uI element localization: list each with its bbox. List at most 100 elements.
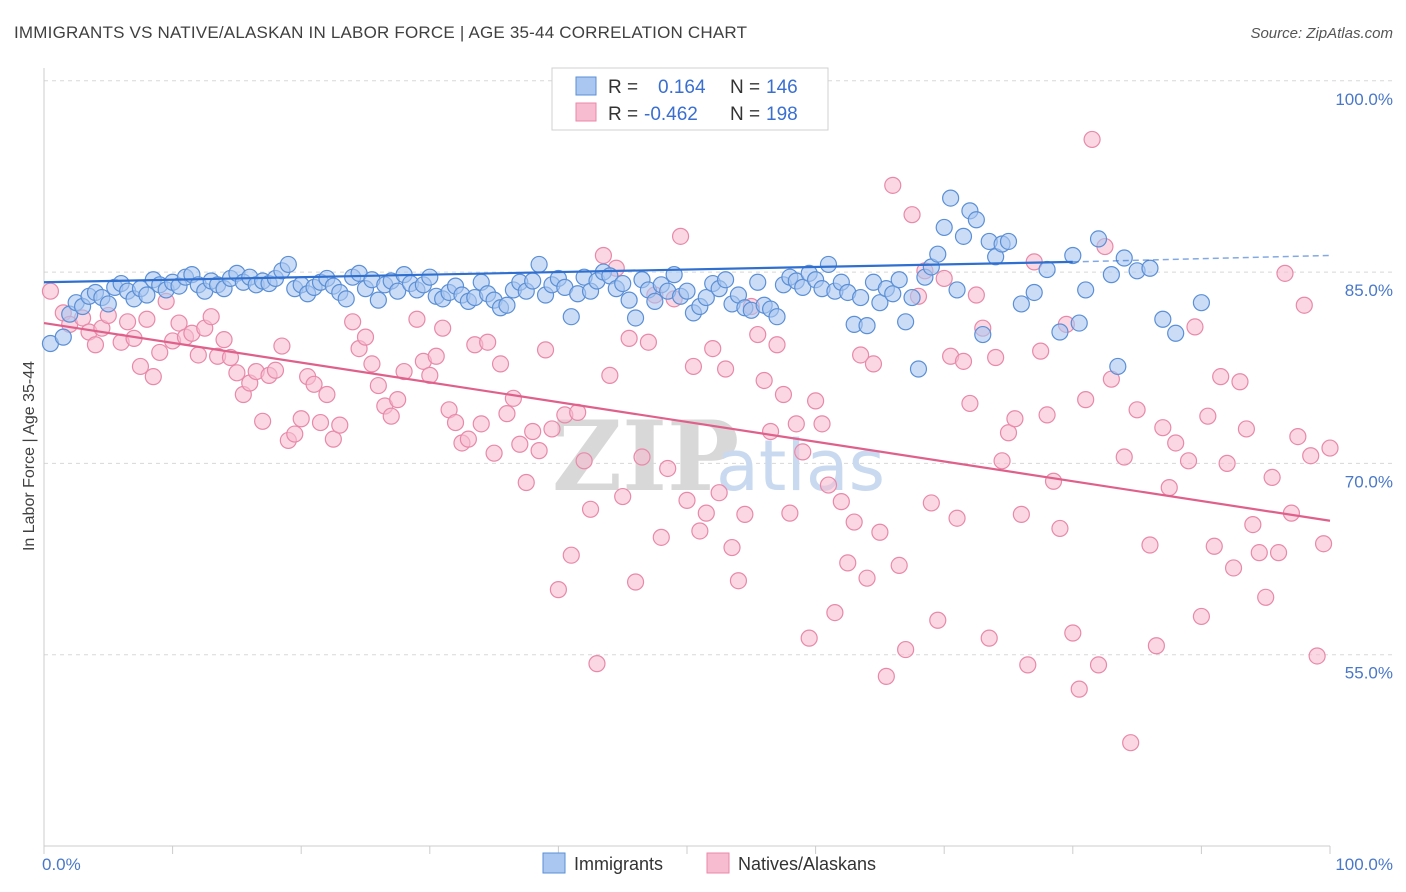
natives-point-184 (1276, 264, 1294, 282)
natives-point-79 (581, 500, 600, 518)
natives-point-155 (1070, 680, 1088, 698)
immigrants-point-131 (890, 271, 908, 289)
natives-point-45 (356, 328, 375, 346)
immigrants-point-154 (1070, 314, 1088, 332)
immigrants-point-156 (1089, 230, 1108, 248)
immigrants-point-137 (929, 245, 947, 263)
y-axis-label: In Labor Force | Age 35-44 (21, 361, 38, 551)
natives-point-87 (633, 448, 651, 466)
series-legend-swatch-immigrants (542, 852, 566, 874)
immigrants-point-155 (1077, 281, 1095, 299)
immigrants-point-153 (1064, 246, 1082, 265)
natives-point-117 (826, 603, 844, 622)
legend-r-value-natives: -0.462 (644, 104, 698, 125)
natives-point-169 (1179, 452, 1198, 470)
trend-lines (43, 254, 1331, 522)
immigrants-point-45 (337, 290, 355, 308)
natives-point-12 (138, 310, 156, 328)
immigrants-point-152 (1051, 323, 1069, 341)
immigrants-point-164 (1192, 294, 1211, 312)
natives-point-123 (864, 355, 883, 373)
natives-point-174 (1212, 368, 1230, 386)
natives-point-172 (1199, 407, 1217, 425)
natives-point-108 (768, 336, 786, 354)
immigrants-point-126 (858, 317, 876, 335)
natives-point-156 (1077, 391, 1095, 409)
immigrants-point-133 (903, 288, 921, 307)
natives-point-46 (363, 355, 381, 373)
immigrants-point-1 (54, 328, 72, 346)
natives-point-119 (839, 554, 857, 572)
natives-point-50 (389, 391, 407, 409)
natives-point-30 (254, 412, 272, 430)
immigrants-point-116 (794, 278, 812, 296)
natives-point-191 (1321, 439, 1339, 457)
natives-point-183 (1269, 544, 1288, 562)
natives-point-84 (614, 487, 632, 506)
natives-point-76 (562, 546, 580, 564)
immigrants-point-159 (1115, 249, 1133, 267)
immigrants-point-141 (954, 227, 973, 245)
legend-r-value-immigrants: 0.164 (658, 77, 706, 98)
natives-point-88 (639, 333, 658, 351)
series-legend: Immigrants Natives/Alaskans (542, 852, 876, 874)
immigrants-point-143 (967, 211, 985, 229)
natives-point-70 (524, 422, 542, 441)
natives-point-110 (781, 504, 799, 522)
natives-point-154 (1064, 624, 1082, 642)
natives-point-121 (852, 346, 870, 364)
natives-point-49 (382, 407, 400, 425)
natives-point-68 (511, 435, 529, 453)
immigrants-point-139 (942, 189, 960, 207)
natives-point-96 (691, 522, 709, 540)
natives-point-17 (170, 314, 188, 332)
y-tick-label-1: 85.0% (1345, 281, 1393, 300)
natives-point-66 (498, 405, 516, 423)
immigrants-trend-line (43, 260, 1073, 284)
natives-point-114 (806, 392, 825, 410)
natives-point-64 (485, 444, 503, 462)
immigrants-point-125 (852, 288, 870, 307)
natives-point-35 (286, 425, 304, 443)
natives-point-188 (1302, 447, 1320, 465)
immigrants-points (41, 189, 1211, 378)
natives-point-107 (761, 422, 780, 441)
immigrants-point-162 (1154, 310, 1172, 328)
natives-point-82 (601, 366, 619, 384)
natives-point-137 (954, 352, 973, 370)
natives-point-177 (1231, 373, 1249, 391)
legend-r-label-immigrants: R = (608, 77, 638, 98)
natives-point-168 (1167, 434, 1185, 452)
natives-point-179 (1244, 515, 1262, 534)
legend-n-value-natives: 198 (766, 104, 798, 125)
immigrants-point-163 (1167, 324, 1185, 342)
natives-point-139 (967, 286, 985, 304)
immigrants-trend-extension (1072, 254, 1331, 263)
stats-legend: R = 0.164 N = 146 R = -0.462 N = 198 (551, 67, 829, 131)
immigrants-point-112 (768, 308, 786, 326)
natives-point-78 (575, 452, 593, 470)
natives-point-147 (1019, 656, 1037, 674)
natives-point-81 (594, 246, 613, 265)
immigrants-point-149 (1012, 295, 1030, 313)
natives-point-166 (1154, 419, 1172, 437)
legend-n-label-natives: N = (730, 104, 760, 125)
y-tick-label-0: 100.0% (1335, 90, 1393, 109)
natives-point-40 (318, 385, 336, 404)
natives-point-127 (890, 556, 908, 575)
watermark-atlas: atlas (716, 425, 885, 507)
series-legend-label-natives: Natives/Alaskans (738, 854, 876, 874)
natives-point-69 (517, 473, 535, 492)
natives-point-126 (884, 176, 902, 194)
y-tick-labels: 100.0% 85.0% 70.0% 55.0% (1335, 90, 1393, 683)
natives-point-132 (922, 494, 940, 512)
natives-point-136 (948, 509, 966, 527)
natives-point-47 (369, 376, 387, 395)
y-tick-label-3: 55.0% (1345, 664, 1393, 683)
natives-point-164 (1141, 536, 1159, 554)
natives-point-72 (536, 341, 555, 359)
natives-point-163 (1128, 401, 1146, 419)
immigrants-point-98 (678, 282, 696, 300)
immigrants-point-80 (562, 308, 580, 326)
legend-swatch-immigrants (575, 76, 597, 96)
